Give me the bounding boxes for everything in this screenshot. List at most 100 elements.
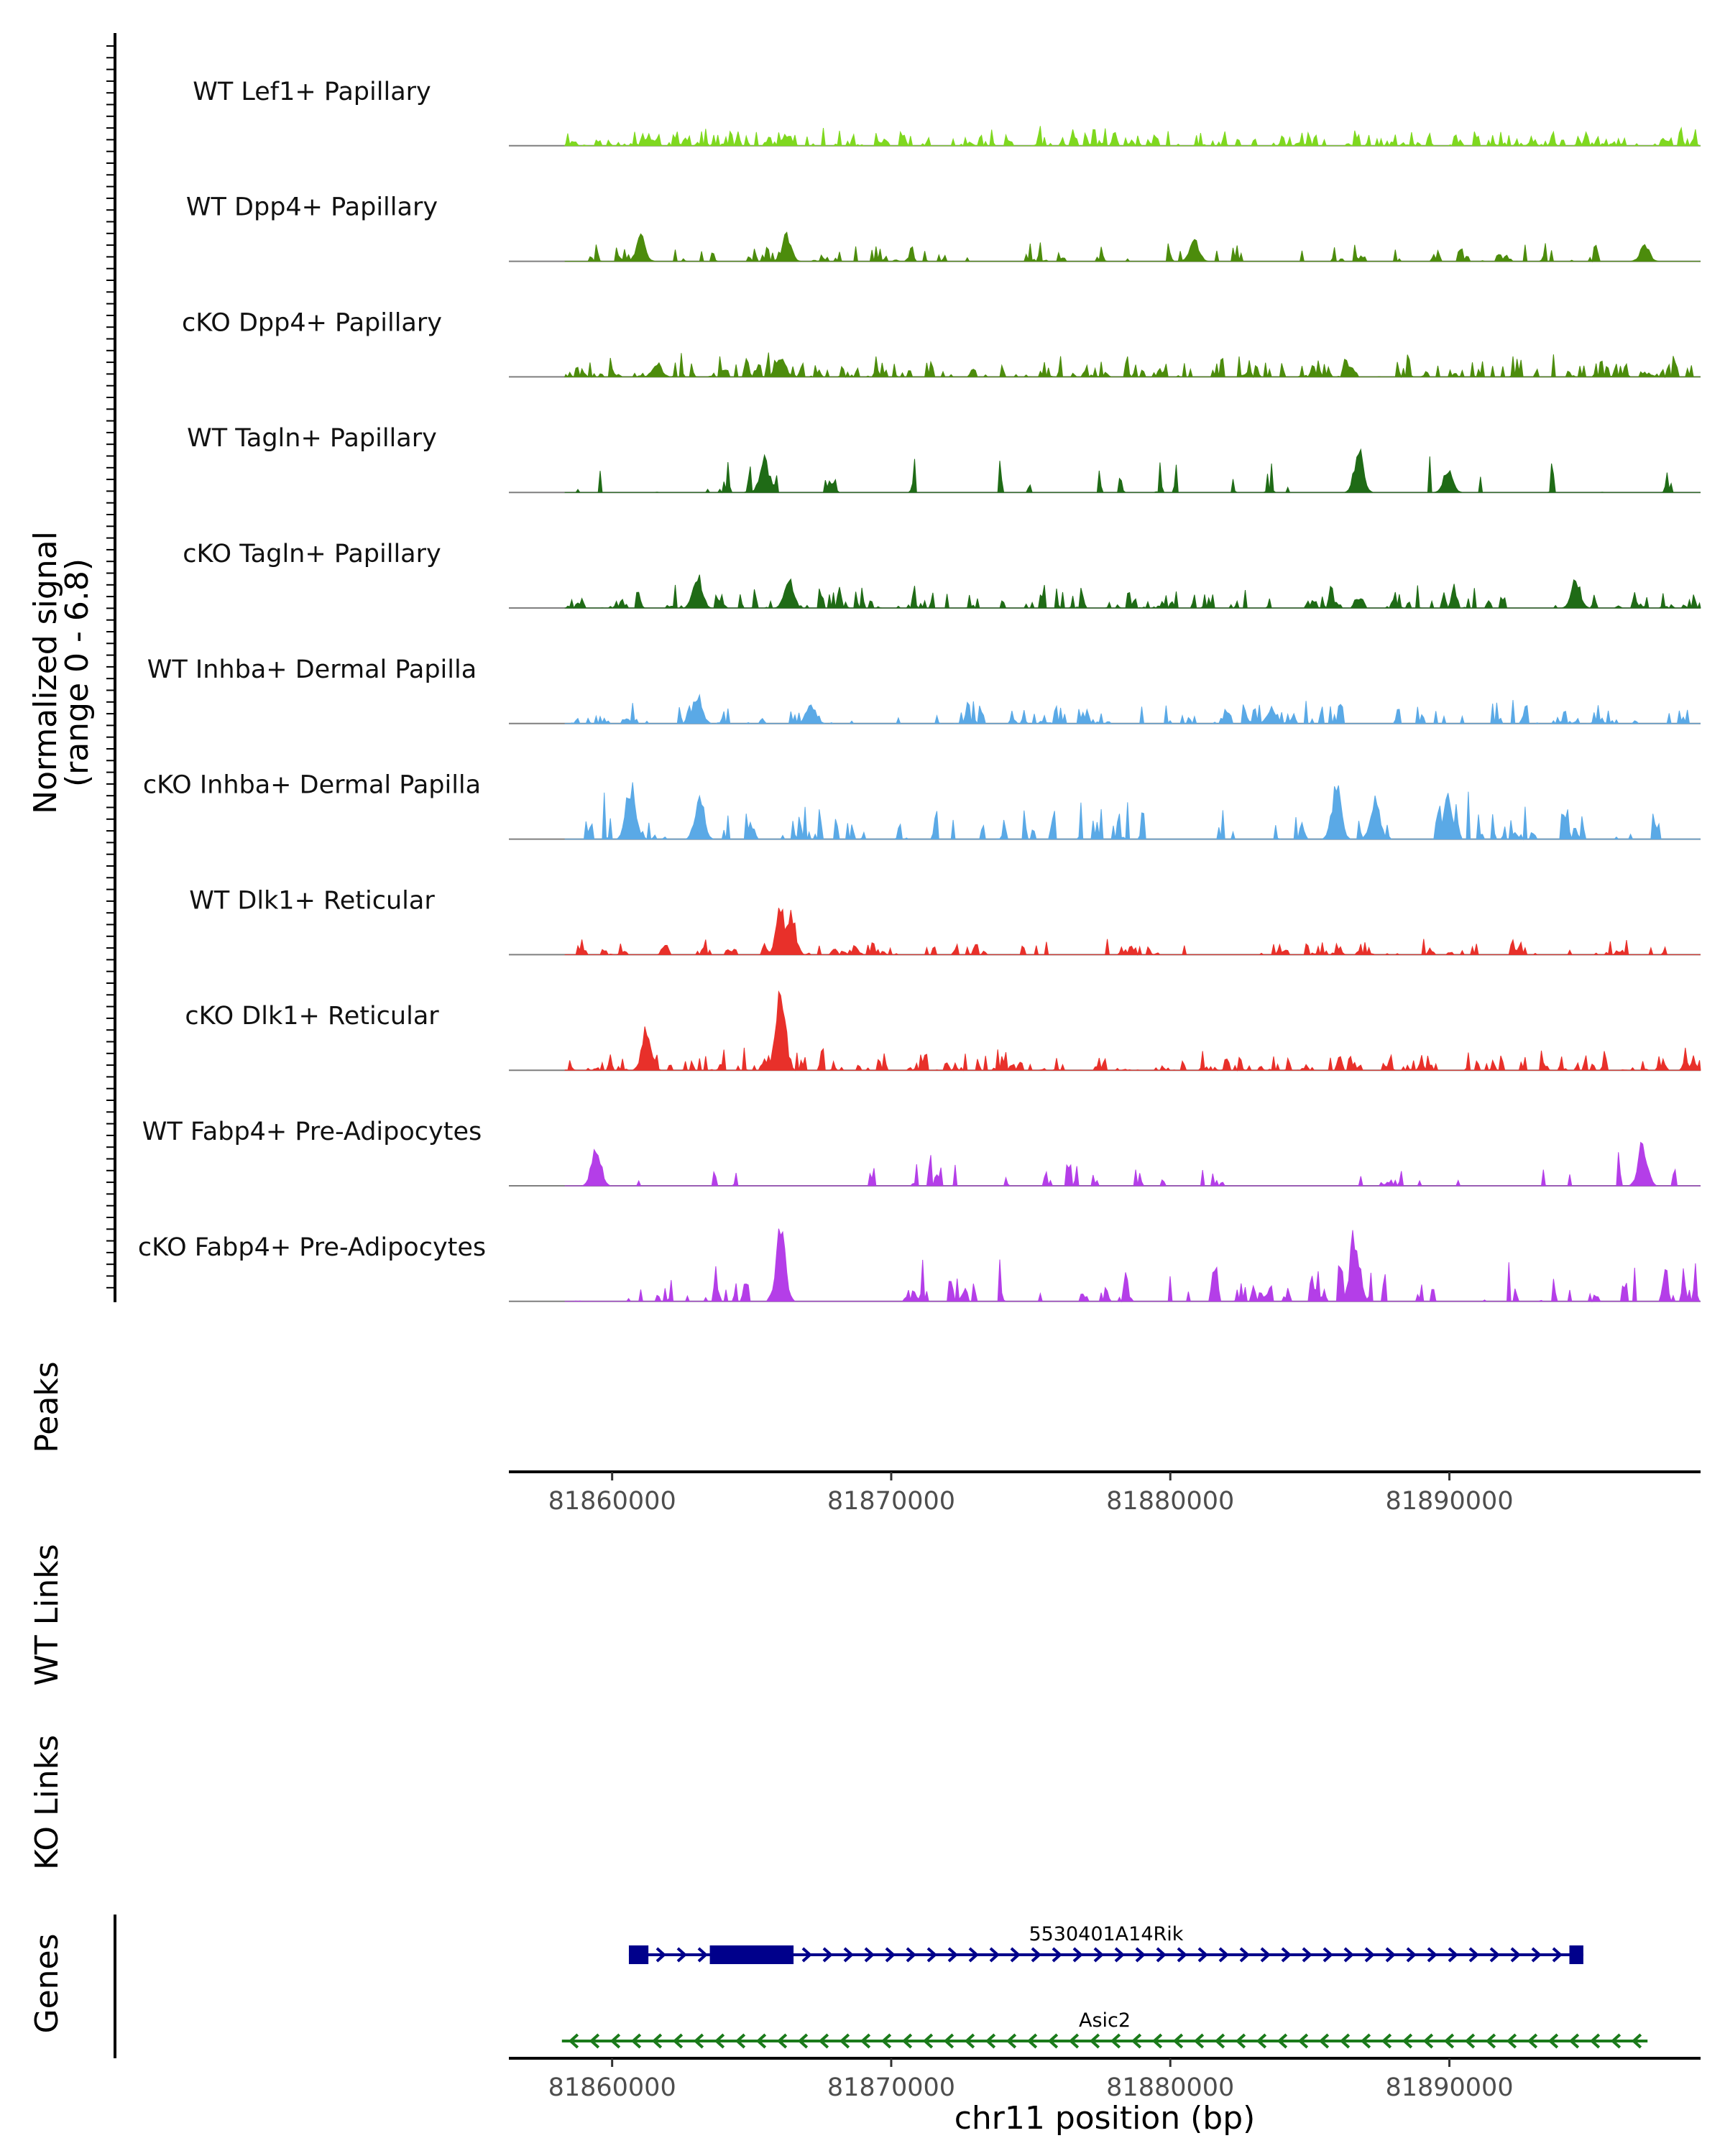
strand-arrow bbox=[1006, 2033, 1017, 2049]
strand-arrow bbox=[901, 2033, 913, 2049]
strand-arrow bbox=[1422, 2033, 1434, 2049]
strand-arrow bbox=[1610, 2033, 1622, 2049]
track-0: WT Lef1+ Papillary bbox=[193, 78, 1701, 147]
track-3: WT Tagln+ Papillary bbox=[187, 424, 1701, 494]
strand-arrow bbox=[1506, 2033, 1517, 2049]
x-tick-label: 81880000 bbox=[1106, 1487, 1234, 1516]
track-7: WT Dlk1+ Reticular bbox=[189, 886, 1701, 957]
strand-arrow bbox=[1531, 1947, 1542, 1963]
strand-arrow bbox=[906, 1947, 916, 1963]
strand-arrow bbox=[860, 2033, 871, 2049]
strand-arrow bbox=[1197, 1947, 1208, 1963]
strand-arrow bbox=[1427, 1947, 1438, 1963]
peaks-panel-label: Peaks bbox=[29, 1361, 65, 1452]
strand-arrow bbox=[1468, 1947, 1479, 1963]
peaks-x-ticks: 81860000 81870000 81880000 81890000 bbox=[548, 1472, 1514, 1516]
y-axis-label: Normalized signal bbox=[27, 531, 64, 814]
strand-arrow bbox=[801, 1947, 812, 1963]
strand-arrow bbox=[968, 1947, 979, 1963]
gene-exon bbox=[628, 1945, 649, 1964]
strand-arrow bbox=[735, 2033, 746, 2049]
strand-arrow bbox=[1360, 2033, 1371, 2049]
strand-arrow bbox=[1072, 1947, 1083, 1963]
track-signal-area bbox=[564, 231, 1701, 263]
strand-arrow bbox=[964, 2033, 975, 2049]
strand-arrow bbox=[1260, 1947, 1271, 1963]
genes-panel-label: Genes bbox=[29, 1933, 65, 2033]
track-label: cKO Inhba+ Dermal Papilla bbox=[143, 771, 481, 800]
strand-arrow bbox=[1031, 1947, 1041, 1963]
x-tick-label: 81860000 bbox=[548, 1487, 676, 1516]
track-label: cKO Fabp4+ Pre-Adipocytes bbox=[138, 1233, 486, 1262]
track-label: WT Fabp4+ Pre-Adipocytes bbox=[142, 1118, 482, 1146]
strand-arrow bbox=[822, 1947, 833, 1963]
signal-y-ticks bbox=[106, 45, 115, 1289]
strand-arrow bbox=[1276, 2033, 1288, 2049]
track-9: WT Fabp4+ Pre-Adipocytes bbox=[142, 1118, 1701, 1187]
y-axis-range-label: (range 0 - 6.8) bbox=[59, 558, 96, 787]
track-5: WT Inhba+ Dermal Papilla bbox=[147, 655, 1701, 725]
strand-arrow bbox=[1214, 2033, 1225, 2049]
x-tick-label: 81870000 bbox=[827, 2073, 955, 2102]
strand-arrow bbox=[1052, 1947, 1062, 1963]
track-label: WT Lef1+ Papillary bbox=[193, 78, 431, 106]
track-10: cKO Fabp4+ Pre-Adipocytes bbox=[138, 1228, 1701, 1303]
strand-arrow bbox=[1448, 1947, 1458, 1963]
strand-arrow bbox=[630, 2033, 642, 2049]
strand-arrow bbox=[922, 2033, 934, 2049]
coverage-tracks: WT Lef1+ Papillary WT Dpp4+ Papillary cKO … bbox=[138, 78, 1701, 1303]
strand-arrow bbox=[1343, 1947, 1354, 1963]
strand-arrow bbox=[1443, 2033, 1455, 2049]
x-tick-label: 81890000 bbox=[1385, 1487, 1513, 1516]
track-signal-area bbox=[564, 1141, 1701, 1187]
strand-arrow bbox=[1510, 1947, 1521, 1963]
track-6: cKO Inhba+ Dermal Papilla bbox=[143, 771, 1701, 841]
gene-Asic2: Asic2 bbox=[561, 2009, 1648, 2049]
strand-arrow bbox=[1239, 1947, 1250, 1963]
track-label: WT Dlk1+ Reticular bbox=[189, 886, 435, 915]
strand-arrow bbox=[1464, 2033, 1476, 2049]
strand-arrow bbox=[651, 2033, 663, 2049]
track-label: WT Dpp4+ Papillary bbox=[186, 193, 438, 222]
strand-arrow bbox=[1589, 2033, 1601, 2049]
strand-arrow bbox=[1047, 2033, 1059, 2049]
strand-arrow bbox=[755, 2033, 767, 2049]
strand-arrow bbox=[1172, 2033, 1184, 2049]
strand-arrow bbox=[1302, 1947, 1312, 1963]
strand-arrow bbox=[1156, 1947, 1167, 1963]
strand-arrow bbox=[1131, 2033, 1142, 2049]
track-label: WT Inhba+ Dermal Papilla bbox=[147, 655, 477, 684]
strand-arrow bbox=[1093, 1947, 1104, 1963]
x-tick-label: 81870000 bbox=[827, 1487, 955, 1516]
gene-5530401A14Rik: 5530401A14Rik bbox=[628, 1923, 1583, 1964]
strand-arrow bbox=[1089, 2033, 1100, 2049]
track-signal-area bbox=[564, 1228, 1701, 1303]
strand-arrow bbox=[880, 2033, 892, 2049]
x-tick-label: 81890000 bbox=[1385, 2073, 1513, 2102]
strand-arrow bbox=[1177, 1947, 1187, 1963]
strand-arrow bbox=[676, 1947, 687, 1963]
track-2: cKO Dpp4+ Papillary bbox=[182, 308, 1701, 379]
track-signal-area bbox=[564, 782, 1701, 841]
strand-arrow bbox=[1151, 2033, 1163, 2049]
strand-arrow bbox=[610, 2033, 621, 2049]
strand-arrow bbox=[656, 1947, 666, 1963]
strand-arrow bbox=[1318, 2033, 1330, 2049]
gene-annotations: 5530401A14Rik Asic2 bbox=[561, 1923, 1648, 2049]
strand-arrow bbox=[1489, 1947, 1500, 1963]
strand-arrow bbox=[776, 2033, 788, 2049]
track-label: cKO Dlk1+ Reticular bbox=[185, 1002, 439, 1031]
strand-arrow bbox=[714, 2033, 725, 2049]
strand-arrow bbox=[1110, 2033, 1121, 2049]
track-signal-area bbox=[564, 352, 1701, 379]
strand-arrow bbox=[1297, 2033, 1309, 2049]
strand-arrow bbox=[1527, 2033, 1538, 2049]
strand-arrow bbox=[1631, 2033, 1642, 2049]
track-label: WT Tagln+ Papillary bbox=[187, 424, 437, 453]
track-label: cKO Dpp4+ Papillary bbox=[182, 308, 442, 337]
wt-links-panel-label: WT Links bbox=[29, 1544, 65, 1685]
strand-arrow bbox=[1381, 2033, 1392, 2049]
strand-arrow bbox=[1485, 2033, 1496, 2049]
genes-x-ticks: 81860000 81870000 81880000 81890000 bbox=[548, 2058, 1514, 2102]
